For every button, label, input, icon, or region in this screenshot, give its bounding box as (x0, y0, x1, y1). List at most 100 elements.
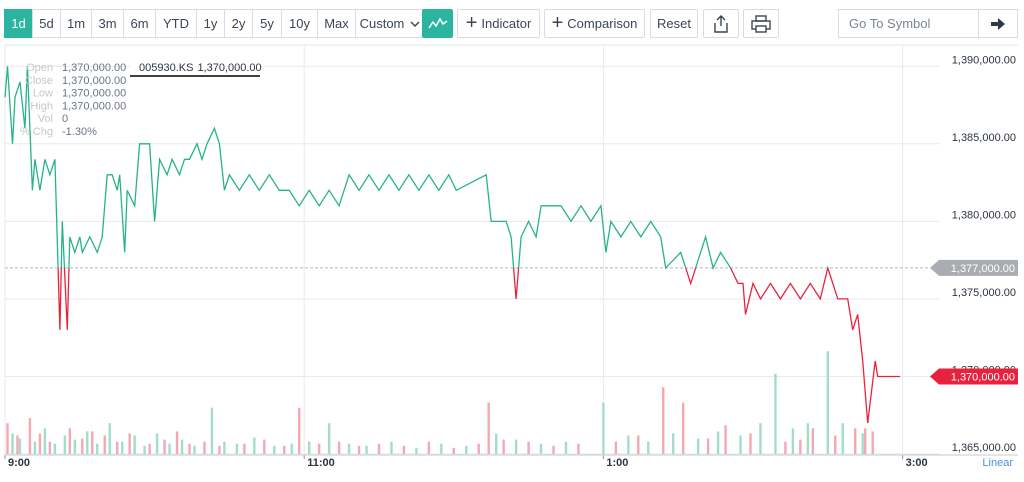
range-button[interactable]: YTD (155, 9, 197, 38)
legend-field-value: 0 (62, 113, 68, 125)
legend-field-label: Low (33, 88, 53, 100)
volume-bar (415, 447, 418, 454)
volume-bar (133, 435, 136, 454)
volume-bar (357, 445, 361, 454)
volume-bar (210, 407, 214, 454)
volume-bar (452, 447, 455, 454)
volume-bar (128, 433, 131, 454)
legend-field-label: Vol (38, 113, 53, 125)
volume-bar (784, 441, 787, 454)
indicator-label: Indicator (481, 16, 532, 31)
indicator-button[interactable]: + Indicator (457, 9, 540, 38)
volume-bar (527, 441, 530, 454)
volume-bar (337, 441, 341, 454)
range-button[interactable]: 6m (123, 9, 156, 38)
chart-type-button[interactable] (422, 9, 453, 38)
volume-bar (81, 438, 84, 454)
volume-bar (307, 441, 311, 454)
reset-button[interactable]: Reset (650, 9, 698, 38)
volume-bar (871, 431, 874, 454)
volume-bar (791, 428, 795, 454)
volume-bar (327, 423, 331, 454)
volume-bar (774, 373, 777, 454)
x-tick-label: 11:00 (307, 457, 335, 469)
volume-bar (91, 431, 94, 454)
volume-bar (290, 443, 293, 454)
volume-bar (799, 439, 802, 454)
volume-bar (440, 443, 443, 454)
volume-bar (696, 438, 700, 454)
scale-label: Linear (982, 457, 1013, 469)
volume-bar (427, 441, 431, 454)
volume-bar (317, 443, 321, 454)
range-button[interactable]: 1y (196, 9, 225, 38)
volume-bar (283, 445, 286, 454)
y-tick-label: 1,370,000.00 (952, 364, 1016, 376)
volume-bar (168, 443, 171, 454)
symbol-search[interactable]: Go To Symbol (838, 9, 979, 38)
range-button[interactable]: 1m (60, 9, 92, 38)
volume-bar (96, 443, 99, 454)
volume-bar (487, 402, 490, 454)
price-line (4, 66, 901, 424)
range-button[interactable]: Max (317, 9, 356, 38)
volume-bar (263, 439, 266, 454)
go-button[interactable] (978, 9, 1018, 38)
custom-range-button[interactable]: Custom (355, 9, 426, 38)
volume-bar (43, 428, 47, 454)
volume-bar (218, 445, 221, 454)
volume-bar (864, 428, 867, 454)
volume-bar (647, 441, 650, 454)
prev-close-label: 1,377,000.00 (951, 263, 1015, 275)
volume-bar (68, 428, 72, 454)
chevron-icon (410, 20, 420, 27)
prev-close-tag (930, 259, 1018, 276)
volume-bar (86, 431, 89, 454)
legend-field-value: 1,370,000.00 (62, 62, 126, 74)
range-button[interactable]: 5d (32, 9, 61, 38)
comparison-label: Comparison (567, 16, 638, 31)
volume-bar (716, 431, 720, 454)
range-button[interactable]: 10y (281, 9, 318, 38)
comparison-button[interactable]: + Comparison (544, 9, 645, 38)
legend-field-value: 1,370,000.00 (62, 100, 126, 112)
volume-bar (180, 439, 184, 454)
volume-bar (834, 435, 837, 454)
y-tick-label: 1,365,000.00 (952, 442, 1016, 454)
print-button[interactable] (743, 9, 779, 38)
volume-bar (365, 445, 368, 454)
volume-bar (577, 443, 580, 454)
symbol-price: 1,370,000.00 (197, 62, 261, 74)
volume-bar (539, 443, 543, 454)
legend-field-label: Close (25, 75, 53, 87)
volume-bar (48, 441, 52, 454)
legend-field-label: High (30, 100, 53, 112)
y-tick-label: 1,385,000.00 (952, 132, 1016, 144)
legend-field-label: Open (26, 62, 53, 74)
volume-bar (63, 435, 67, 454)
volume-bar (494, 433, 498, 454)
volume-bar (175, 431, 179, 454)
legend-field-value: -1.30% (62, 126, 97, 138)
volume-bar (739, 435, 742, 454)
last-price-label: 1,370,000.00 (951, 371, 1015, 383)
volume-bar (28, 418, 32, 454)
volume-bar (811, 428, 815, 454)
volume-bar (188, 443, 191, 454)
range-button[interactable]: 3m (91, 9, 124, 38)
range-button[interactable]: 2y (224, 9, 253, 38)
volume-bar (377, 443, 381, 454)
line-icon (427, 17, 447, 28)
volume-bar (163, 439, 166, 454)
x-tick-label: 1:00 (606, 457, 628, 469)
volume-bar (502, 439, 505, 454)
volume-bar (193, 445, 196, 454)
volume-bar (6, 423, 9, 454)
volume-bar (564, 441, 568, 454)
range-button[interactable]: 5y (252, 9, 282, 38)
share-button[interactable] (703, 9, 739, 38)
range-button[interactable]: 1d (4, 9, 33, 38)
x-tick-label: 9:00 (8, 457, 30, 469)
volume-bar (108, 423, 111, 454)
